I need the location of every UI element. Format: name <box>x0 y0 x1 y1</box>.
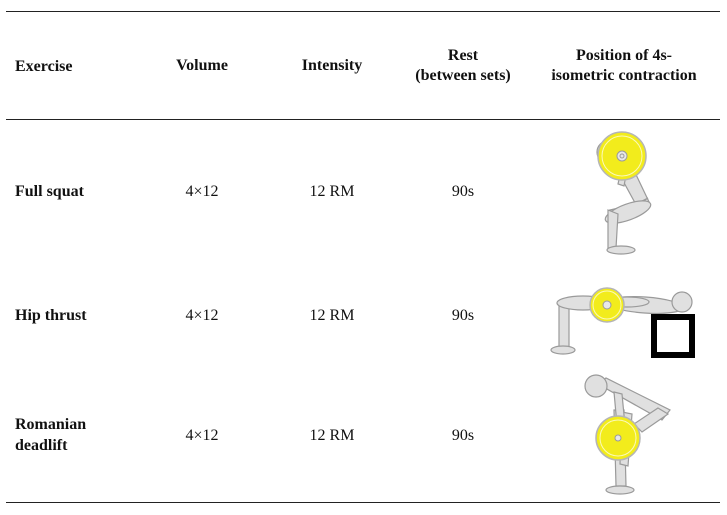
header-position-line2: isometric contraction <box>551 67 697 84</box>
exercise-name-line1: Romanian <box>15 416 87 433</box>
bottom-rule <box>6 502 720 503</box>
top-rule <box>6 11 720 12</box>
rest-value: 90s <box>451 307 475 324</box>
intensity-value: 12 RM <box>309 183 355 200</box>
header-rest-line1: Rest <box>447 47 479 64</box>
header-position-line1: Position of 4s- <box>576 47 672 64</box>
romanian-deadlift-figure <box>584 374 671 495</box>
rest-value: 90s <box>451 427 475 444</box>
volume-value: 4×12 <box>185 427 219 444</box>
exercise-name: Romanian deadlift <box>15 414 86 456</box>
header-volume: Volume <box>176 57 228 74</box>
header-position: Position of 4s- isometric contraction <box>551 46 696 86</box>
rest-value: 90s <box>451 183 475 200</box>
header-rest-line2: (between sets) <box>415 67 511 84</box>
header-exercise: Exercise <box>15 58 73 75</box>
full-squat-figure <box>596 131 652 255</box>
exercise-name-line2: deadlift <box>15 437 68 454</box>
exercise-name: Full squat <box>15 183 84 200</box>
header-intensity: Intensity <box>301 57 363 74</box>
header-rest: Rest (between sets) <box>415 46 511 86</box>
header-rule <box>6 119 720 120</box>
intensity-value: 12 RM <box>309 307 355 324</box>
intensity-value: 12 RM <box>309 427 355 444</box>
exercise-name: Hip thrust <box>15 307 87 324</box>
bench-shape <box>651 314 695 358</box>
hip-thrust-figure <box>550 287 695 358</box>
volume-value: 4×12 <box>185 307 219 324</box>
volume-value: 4×12 <box>185 183 219 200</box>
